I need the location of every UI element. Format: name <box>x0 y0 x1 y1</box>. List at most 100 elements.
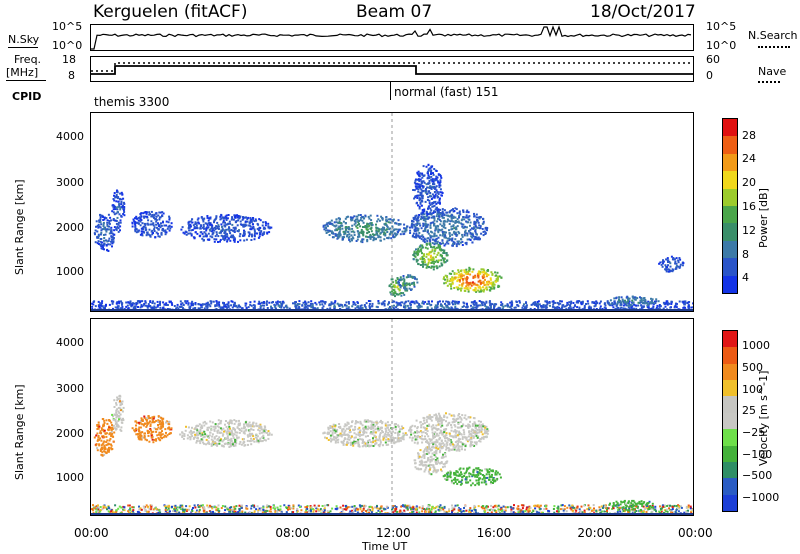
heatmap-cell <box>198 510 201 513</box>
heatmap-cell <box>498 510 500 513</box>
heatmap-cell <box>250 505 253 507</box>
heatmap-cell <box>679 505 682 508</box>
date-title: 18/Oct/2017 <box>590 2 696 22</box>
heatmap-cell <box>351 216 354 219</box>
heatmap-cell <box>259 219 262 222</box>
heatmap-cell <box>362 233 365 236</box>
heatmap-cell <box>521 306 524 309</box>
heatmap-cell <box>231 236 234 239</box>
heatmap-cell <box>690 306 693 309</box>
heatmap-cell <box>433 204 436 207</box>
heatmap-cell <box>592 504 595 507</box>
heatmap-cell <box>460 238 462 241</box>
heatmap-cell <box>101 300 104 303</box>
heatmap-cell <box>358 504 361 507</box>
heatmap-cell <box>415 511 418 514</box>
heatmap-cell <box>268 505 271 508</box>
heatmap-cell <box>357 235 360 238</box>
heatmap-cell <box>568 301 571 304</box>
heatmap-cell <box>97 223 100 226</box>
heatmap-cell <box>492 506 495 509</box>
heatmap-cell <box>423 213 426 216</box>
heatmap-cell <box>538 303 541 306</box>
heatmap-cell <box>433 219 436 222</box>
heatmap-cell <box>427 253 430 256</box>
heatmap-cell <box>534 301 537 304</box>
heatmap-cell <box>421 256 424 258</box>
heatmap-cell <box>253 232 256 235</box>
heatmap-cell <box>113 511 115 514</box>
heatmap-cell <box>433 186 436 189</box>
heatmap-cell <box>481 275 484 278</box>
heatmap-cell <box>221 307 224 310</box>
heatmap-cell <box>426 237 429 240</box>
heatmap-cell <box>274 511 277 514</box>
heatmap-cell <box>365 235 367 238</box>
heatmap-cell <box>669 265 672 268</box>
heatmap-cell <box>204 235 207 238</box>
heatmap-cell <box>139 300 142 303</box>
heatmap-cell <box>432 258 435 261</box>
heatmap-cell <box>119 225 122 228</box>
heatmap-cell <box>390 283 393 286</box>
heatmap-cell <box>416 222 419 225</box>
heatmap-cell <box>459 275 462 278</box>
heatmap-cell <box>111 300 114 303</box>
heatmap-cell <box>392 281 395 284</box>
heatmap-cell <box>209 305 212 308</box>
heatmap-cell <box>134 225 137 227</box>
heatmap-cell <box>429 187 432 189</box>
heatmap-cell <box>659 305 662 308</box>
heatmap-cell <box>419 218 422 221</box>
heatmap-cell <box>267 222 270 225</box>
heatmap-cell <box>542 306 545 309</box>
heatmap-cell <box>657 300 660 303</box>
heatmap-cell <box>453 210 456 212</box>
heatmap-cell <box>414 230 417 232</box>
heatmap-cell <box>446 237 449 240</box>
heatmap-cell <box>262 509 265 512</box>
heatmap-cell <box>333 224 336 227</box>
heatmap-cell <box>358 220 361 222</box>
heatmap-cell <box>470 301 473 304</box>
heatmap-cell <box>349 240 352 243</box>
heatmap-cell <box>359 225 362 228</box>
heatmap-cell <box>191 300 194 303</box>
heatmap-cell <box>442 277 445 280</box>
heatmap-cell <box>460 222 463 225</box>
heatmap-cell <box>368 217 371 220</box>
heatmap-cell <box>633 296 636 299</box>
heatmap-cell <box>287 506 290 509</box>
heatmap-cell <box>132 506 135 509</box>
heatmap-cell <box>206 224 209 227</box>
heatmap-cell <box>425 255 428 258</box>
heatmap-cell <box>444 274 447 277</box>
heatmap-cell <box>621 508 624 511</box>
heatmap-cell <box>482 282 485 285</box>
heatmap-cell <box>426 186 429 189</box>
heatmap-cell <box>115 220 118 222</box>
heatmap-cell <box>471 233 474 236</box>
heatmap-cell <box>214 228 217 231</box>
heatmap-cell <box>581 300 584 303</box>
heatmap-cell <box>430 230 432 233</box>
heatmap-cell <box>140 232 143 235</box>
heatmap-cell <box>393 300 396 303</box>
heatmap-cell <box>337 303 340 306</box>
heatmap-cell <box>134 307 137 309</box>
heatmap-cell <box>361 241 364 244</box>
heatmap-cell <box>675 257 678 260</box>
heatmap-cell <box>114 196 117 199</box>
heatmap-cell <box>330 230 333 233</box>
heatmap-cell <box>93 300 96 303</box>
heatmap-cell <box>640 299 643 302</box>
heatmap-cell <box>226 240 229 243</box>
heatmap-cell <box>323 509 326 512</box>
heatmap-cell <box>448 508 450 511</box>
heatmap-cell <box>101 214 104 217</box>
heatmap-cell <box>383 304 386 307</box>
heatmap-cell <box>202 235 205 238</box>
heatmap-cell <box>231 300 234 303</box>
heatmap-cell <box>518 301 521 304</box>
heatmap-cell <box>220 234 223 237</box>
